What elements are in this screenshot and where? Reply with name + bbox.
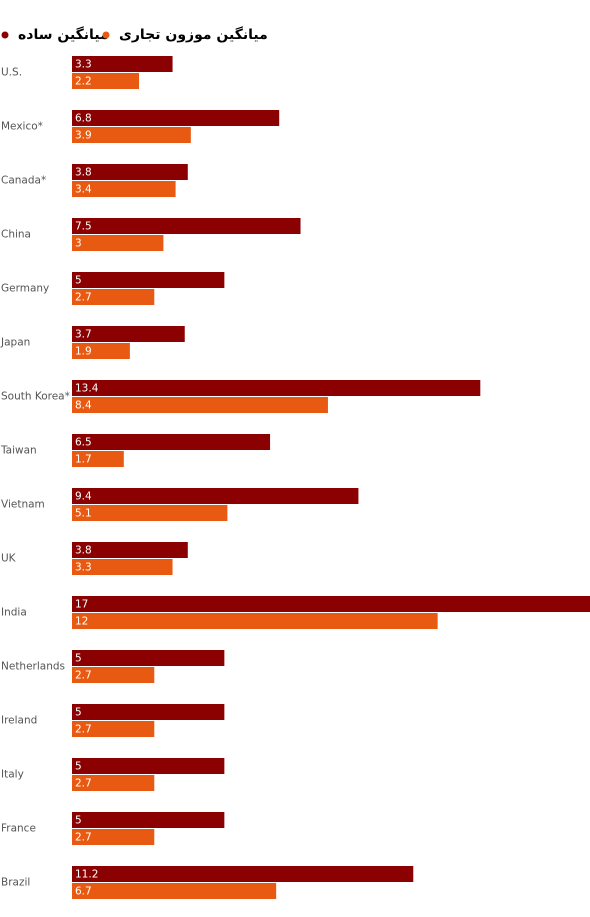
value-label: 5 — [75, 761, 82, 773]
bar — [72, 235, 164, 251]
value-label: 2.7 — [75, 670, 92, 682]
category-label: Canada* — [1, 175, 46, 187]
category-label: France — [1, 823, 36, 835]
value-label: 17 — [75, 599, 88, 611]
bar — [72, 596, 590, 612]
category-label: Japan — [0, 337, 30, 349]
legend-label: میانگین ساده — [18, 26, 109, 43]
value-label: 1.7 — [75, 454, 92, 466]
bar — [72, 73, 140, 89]
bar — [72, 704, 225, 720]
category-label: China — [1, 229, 31, 241]
bar — [72, 451, 124, 467]
bar — [72, 505, 228, 521]
value-label: 2.2 — [75, 76, 92, 88]
category-label: Vietnam — [1, 499, 45, 511]
value-label: 12 — [75, 616, 88, 628]
legend-marker — [1, 31, 9, 39]
value-label: 8.4 — [75, 400, 92, 412]
bar — [72, 650, 225, 666]
value-label: 2.7 — [75, 292, 92, 304]
bar — [72, 542, 188, 558]
value-label: 2.7 — [75, 832, 92, 844]
category-label: Mexico* — [1, 121, 43, 133]
bar — [72, 613, 438, 629]
value-label: 3.4 — [75, 184, 92, 196]
value-label: 11.2 — [75, 869, 98, 881]
value-label: 5 — [75, 653, 82, 665]
value-label: 6.7 — [75, 886, 92, 898]
bar — [72, 758, 225, 774]
value-label: 3.3 — [75, 562, 92, 574]
bar — [72, 164, 188, 180]
value-label: 6.8 — [75, 113, 92, 125]
category-label: U.S. — [1, 67, 22, 79]
value-label: 1.9 — [75, 346, 92, 358]
bar — [72, 272, 225, 288]
value-label: 3.8 — [75, 545, 92, 557]
value-label: 3 — [75, 238, 82, 250]
bar — [72, 397, 328, 413]
bar — [72, 326, 185, 342]
bar — [72, 380, 481, 396]
bar — [72, 488, 359, 504]
value-label: 5 — [75, 275, 82, 287]
bar — [72, 866, 414, 882]
bar — [72, 559, 173, 575]
value-label: 7.5 — [75, 221, 92, 233]
bar — [72, 721, 155, 737]
bar — [72, 883, 277, 899]
bar — [72, 812, 225, 828]
legend-label: میانگین موزون تجاری — [119, 26, 268, 43]
bar — [72, 56, 173, 72]
category-label: Netherlands — [1, 661, 65, 673]
category-label: Ireland — [1, 715, 37, 727]
bar — [72, 289, 155, 305]
value-label: 5 — [75, 815, 82, 827]
bar — [72, 181, 176, 197]
value-label: 3.7 — [75, 329, 92, 341]
value-label: 3.8 — [75, 167, 92, 179]
bar — [72, 127, 191, 143]
bar — [72, 218, 301, 234]
value-label: 13.4 — [75, 383, 99, 395]
category-label: Brazil — [1, 877, 30, 889]
legend-marker — [102, 31, 110, 39]
value-label: 5.1 — [75, 508, 92, 520]
value-label: 5 — [75, 707, 82, 719]
category-label: Germany — [1, 283, 49, 295]
value-label: 6.5 — [75, 437, 92, 449]
category-label: UK — [1, 553, 17, 565]
bar — [72, 110, 280, 126]
category-label: Italy — [1, 769, 24, 781]
value-label: 3.3 — [75, 59, 92, 71]
category-label: South Korea* — [1, 391, 70, 403]
bar — [72, 829, 155, 845]
bar — [72, 434, 271, 450]
value-label: 9.4 — [75, 491, 92, 503]
value-label: 2.7 — [75, 778, 92, 790]
bar — [72, 775, 155, 791]
value-label: 2.7 — [75, 724, 92, 736]
category-label: Taiwan — [0, 445, 37, 457]
value-label: 3.9 — [75, 130, 92, 142]
bar — [72, 667, 155, 683]
category-label: India — [1, 607, 27, 619]
bar — [72, 343, 130, 359]
